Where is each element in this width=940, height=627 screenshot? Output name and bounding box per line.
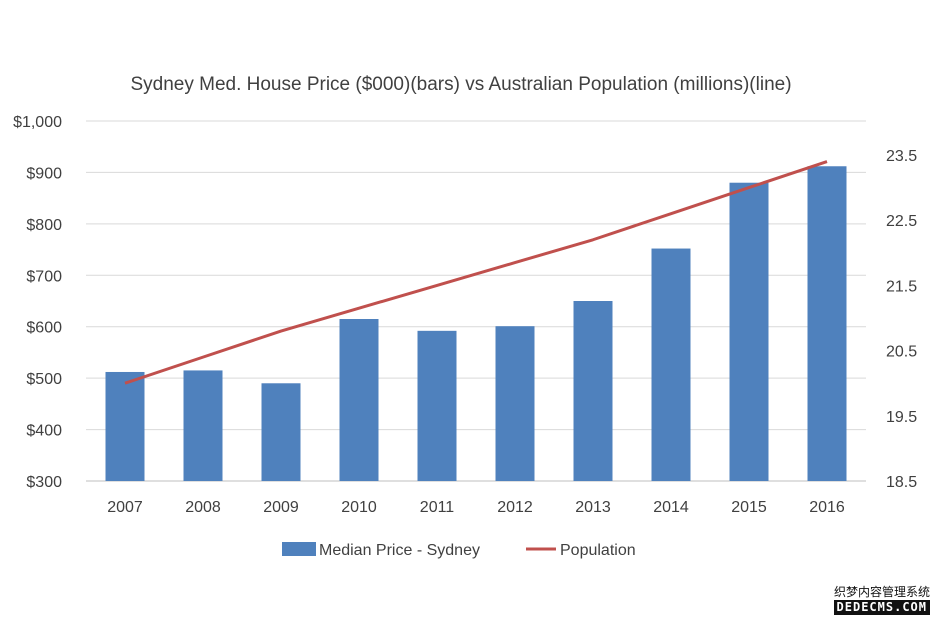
x-axis-tick-label: 2008 (185, 499, 221, 516)
left-axis-tick-label: $600 (26, 320, 62, 337)
x-axis-tick-label: 2009 (263, 499, 299, 516)
bar-2015 (729, 182, 769, 481)
watermark: 织梦内容管理系统 DEDECMS.COM (833, 584, 930, 615)
bar-2014 (651, 248, 691, 481)
right-axis-tick-label: 23.5 (886, 148, 917, 165)
left-axis-tick-label: $400 (26, 423, 62, 440)
bar-2007 (105, 371, 145, 481)
chart-title: Sydney Med. House Price ($000)(bars) vs … (130, 74, 791, 95)
left-axis-tick-label: $500 (26, 371, 62, 388)
legend-label-population: Population (560, 542, 636, 559)
x-axis-tick-label: 2010 (341, 499, 377, 516)
x-axis-tick-label: 2014 (653, 499, 689, 516)
legend-label-median-price: Median Price - Sydney (319, 542, 480, 559)
legend: Median Price - Sydney Population (282, 542, 636, 559)
watermark-site-text: DEDECMS.COM (833, 600, 930, 615)
population-line (124, 160, 828, 385)
x-axis-tick-label: 2007 (107, 499, 143, 516)
right-axis-tick-label: 19.5 (886, 409, 917, 426)
left-axis-tick-label: $1,000 (13, 114, 62, 131)
right-axis-tick-label: 21.5 (886, 278, 917, 295)
x-axis-tick-labels: 2007 2008 2009 2010 2011 2012 2013 2014 2015 2016 (107, 499, 845, 516)
bar-2013 (573, 301, 613, 481)
right-axis-tick-label: 22.5 (886, 213, 917, 230)
left-axis-tick-labels: $300 $400 $500 $600 $700 $800 $900 $1,000 (13, 114, 62, 491)
x-axis-tick-label: 2016 (809, 499, 845, 516)
left-axis-tick-label: $700 (26, 268, 62, 285)
legend-swatch-median-price (282, 542, 316, 556)
right-axis-tick-label: 20.5 (886, 344, 917, 361)
bar-2012 (495, 326, 535, 481)
bar-2010 (339, 319, 379, 481)
watermark-chinese-text: 织梦内容管理系统 (833, 585, 930, 599)
line-series-population (124, 160, 828, 385)
bar-2011 (417, 330, 457, 481)
bar-2009 (261, 383, 301, 481)
bar-series-median-price (105, 166, 847, 481)
x-axis-tick-label: 2012 (497, 499, 533, 516)
left-axis-tick-label: $900 (26, 165, 62, 182)
left-axis-tick-label: $300 (26, 474, 62, 491)
right-axis-tick-labels: 18.5 19.5 20.5 21.5 22.5 23.5 (886, 148, 917, 491)
bar-2016 (807, 166, 847, 481)
x-axis-tick-label: 2015 (731, 499, 767, 516)
bar-2008 (183, 370, 223, 481)
x-axis-tick-label: 2013 (575, 499, 611, 516)
left-axis-tick-label: $800 (26, 217, 62, 234)
right-axis-tick-label: 18.5 (886, 474, 917, 491)
x-axis-tick-label: 2011 (420, 499, 455, 516)
